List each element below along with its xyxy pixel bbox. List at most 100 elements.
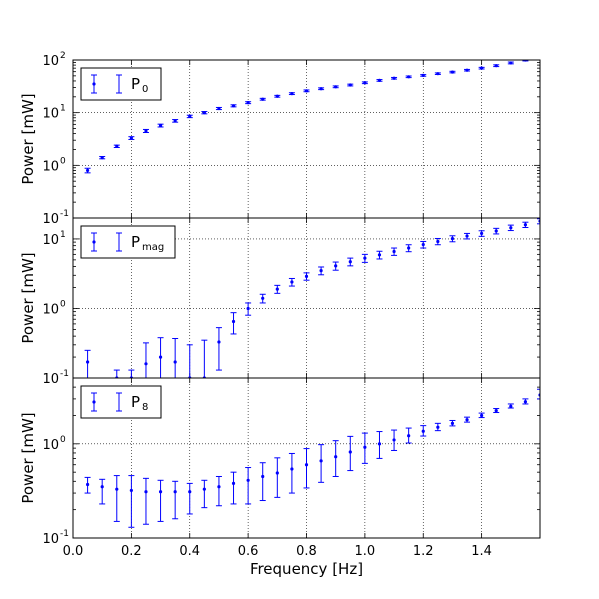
data-point: [261, 97, 265, 101]
data-point: [158, 490, 163, 494]
x-axis-label: Frequency [Hz]: [250, 560, 363, 578]
data-point: [509, 61, 513, 65]
y-tick-label: 10: [42, 532, 59, 547]
data-point: [158, 355, 163, 359]
series-Pmag: [84, 218, 540, 378]
data-point: [85, 482, 90, 487]
data-point: [100, 485, 104, 489]
legend-subscript: 0: [142, 84, 148, 95]
data-point: [421, 73, 425, 78]
y-tick-label: 10: [42, 372, 59, 387]
data-point: [115, 144, 119, 148]
data-point: [436, 72, 440, 76]
y-tick-exponent: 1: [60, 104, 66, 114]
data-point: [421, 242, 425, 247]
y-axis-label: Power [mW]: [19, 412, 37, 503]
data-point: [392, 76, 396, 80]
x-tick-label: 1.2: [413, 544, 434, 559]
data-point: [173, 490, 177, 494]
data-point: [173, 119, 177, 123]
data-point: [261, 474, 265, 479]
legend-subscript: mag: [142, 242, 164, 253]
x-tick-label: 1.4: [471, 544, 492, 559]
y-tick-exponent: -1: [60, 369, 69, 379]
data-point: [436, 425, 440, 429]
data-point: [290, 467, 294, 471]
data-point: [377, 78, 382, 82]
data-point: [538, 56, 541, 59]
data-point: [348, 83, 352, 87]
data-point: [480, 231, 484, 236]
data-point: [188, 114, 192, 118]
y-tick-label: 10: [42, 233, 59, 248]
legend-label: P: [131, 75, 140, 93]
data-point: [304, 274, 309, 278]
data-point: [261, 296, 265, 300]
data-point: [231, 481, 236, 485]
data-point: [348, 260, 352, 264]
data-point: [319, 459, 323, 463]
y-tick-exponent: -1: [60, 209, 69, 219]
data-point: [85, 360, 90, 364]
y-tick-label: 10: [42, 302, 59, 317]
data-point: [217, 340, 221, 344]
data-point: [407, 434, 411, 438]
data-point: [334, 85, 338, 89]
data-point: [100, 156, 104, 160]
data-point: [465, 234, 469, 238]
data-point: [450, 421, 455, 425]
data-point: [173, 360, 177, 364]
data-point: [246, 478, 250, 482]
legend-subscript: 8: [142, 402, 148, 413]
data-point: [290, 280, 294, 284]
y-tick-exponent: 0: [60, 435, 66, 445]
data-point: [217, 485, 221, 489]
data-point: [217, 106, 221, 111]
data-point: [115, 487, 119, 491]
y-tick-exponent: 0: [60, 299, 66, 309]
data-point: [144, 362, 148, 366]
y-tick-label: 10: [42, 438, 59, 453]
data-point: [144, 129, 148, 133]
x-tick-label: 0.2: [121, 544, 142, 559]
data-point: [363, 445, 367, 449]
data-point: [129, 488, 133, 493]
data-point: [202, 111, 206, 115]
legend-marker: [92, 400, 96, 404]
y-tick-label: 10: [42, 54, 59, 69]
series-P0: [84, 56, 541, 174]
series-P8: [84, 388, 540, 528]
data-point: [363, 81, 367, 85]
data-point: [480, 66, 484, 70]
data-point: [129, 136, 133, 140]
data-point: [334, 264, 338, 268]
data-point: [319, 269, 323, 273]
legend-label: P: [131, 233, 140, 251]
y-tick-label: 10: [42, 159, 59, 174]
y-axis-label: Power [mW]: [19, 252, 37, 343]
data-point: [523, 400, 528, 404]
x-tick-label: 0.4: [179, 544, 200, 559]
data-point: [392, 438, 396, 442]
data-point: [392, 249, 396, 254]
legend-box: [80, 225, 176, 259]
x-tick-label: 1.0: [355, 544, 376, 559]
data-point: [290, 92, 294, 96]
data-point: [144, 490, 148, 494]
legend-marker: [92, 240, 96, 244]
data-point: [231, 104, 236, 108]
data-point: [377, 253, 382, 257]
axes-frame: [72, 377, 541, 539]
x-tick-label: 0.8: [296, 544, 317, 559]
data-point: [377, 442, 382, 446]
data-point: [494, 409, 498, 413]
data-point: [202, 487, 206, 491]
data-point: [275, 94, 279, 98]
x-tick-label: 0.0: [63, 544, 84, 559]
data-point: [465, 418, 469, 422]
data-point: [246, 306, 250, 311]
data-point: [158, 123, 163, 128]
data-point: [304, 463, 309, 467]
